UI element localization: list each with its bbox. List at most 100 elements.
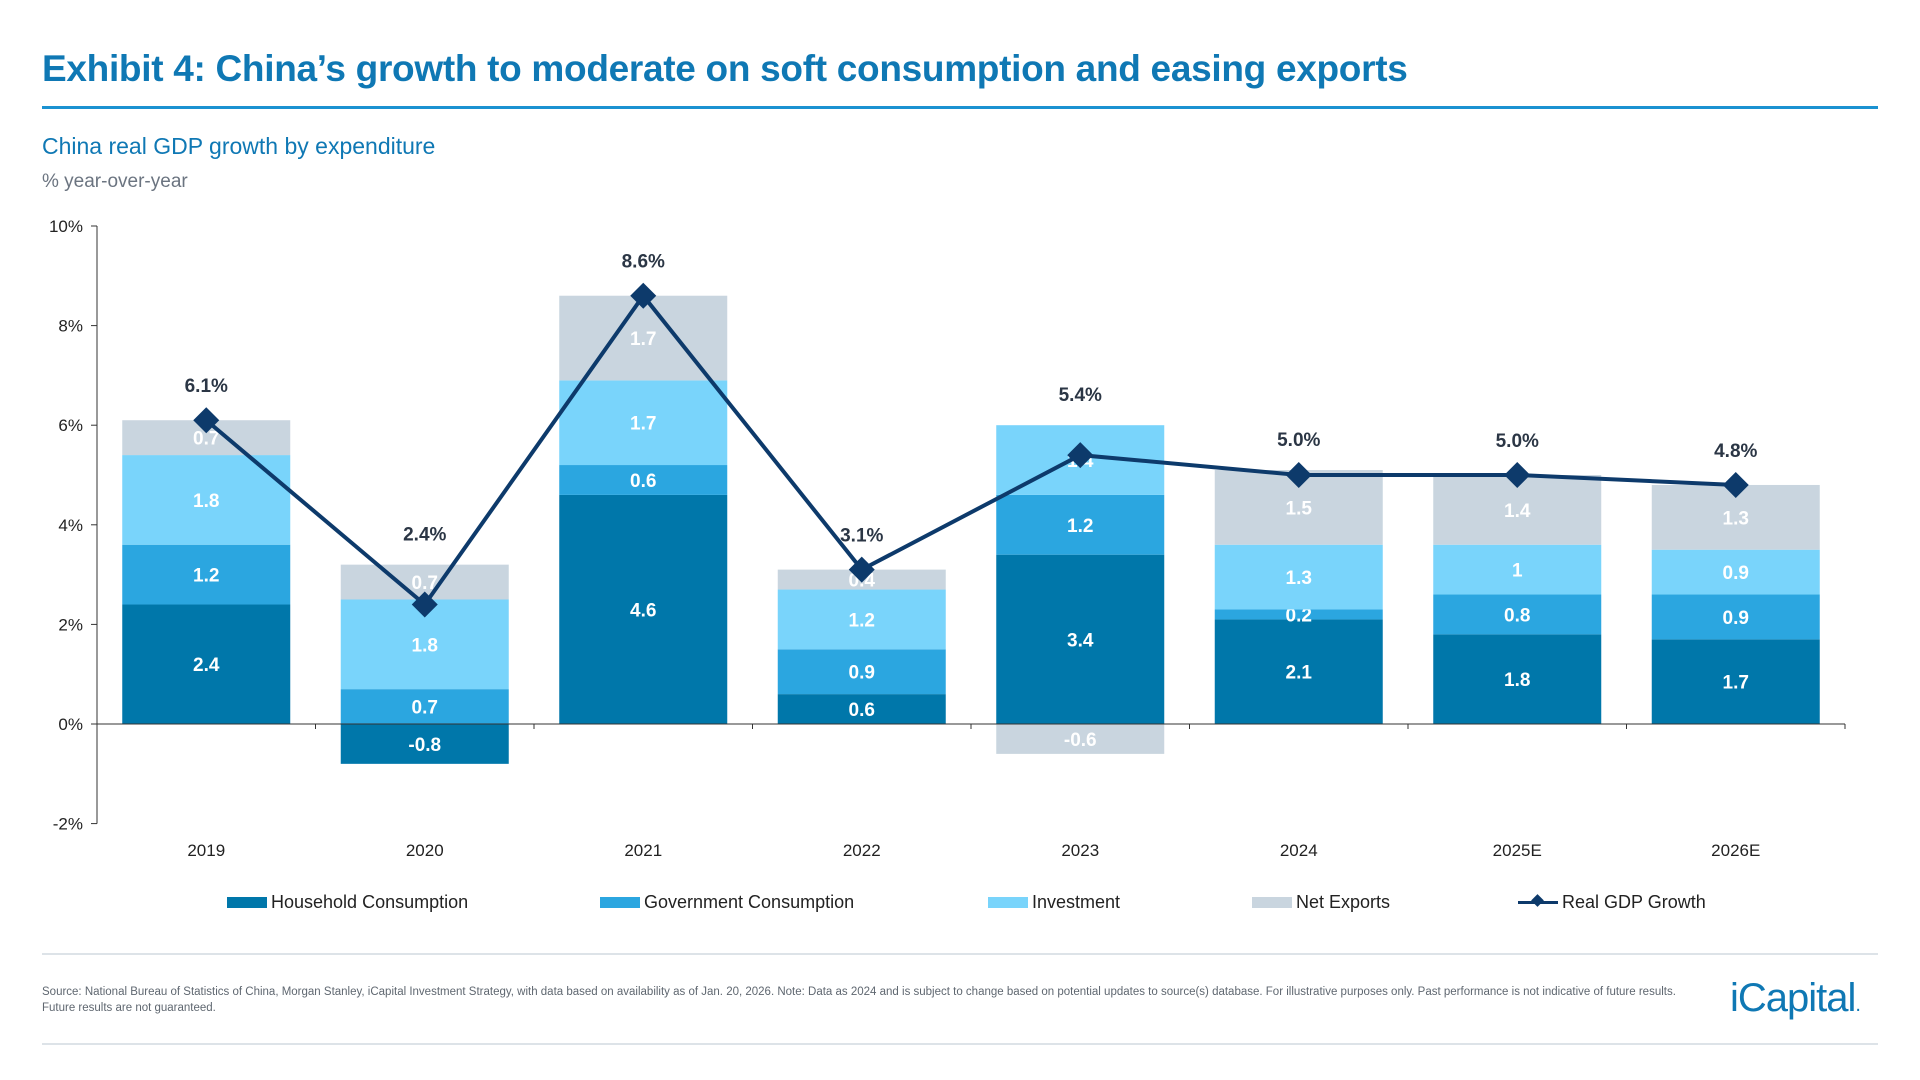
bar-data-label: 1.2 xyxy=(193,566,219,587)
bottom-divider xyxy=(42,1043,1878,1045)
bar-government-consumption xyxy=(777,649,946,695)
footer-divider xyxy=(42,953,1878,955)
title-divider xyxy=(42,106,1878,109)
bar-government-consumption xyxy=(996,494,1165,555)
x-tick-label: 2019 xyxy=(187,841,225,860)
bar-household-consumption xyxy=(122,604,291,724)
x-tick-label: 2023 xyxy=(1061,841,1099,860)
y-tick-label: 2% xyxy=(58,615,83,634)
bar-data-label: 0.7 xyxy=(412,573,438,594)
bar-data-label: 4.6 xyxy=(630,600,656,621)
bar-data-label: -0.6 xyxy=(1064,730,1097,751)
bar-data-label: 1.7 xyxy=(630,329,656,350)
legend-swatch xyxy=(988,897,1028,908)
source-note: Source: National Bureau of Statistics of… xyxy=(42,986,1676,1014)
x-tick-label: 2025E xyxy=(1493,841,1542,860)
x-tick-label: 2026E xyxy=(1711,841,1760,860)
icapital-logo: iCapital. xyxy=(1730,976,1861,1020)
bar-data-label: 1.2 xyxy=(1067,516,1093,537)
bar-data-label: -0.8 xyxy=(408,735,441,756)
legend-item: Real GDP Growth xyxy=(1518,892,1706,913)
bar-government-consumption xyxy=(1214,609,1383,620)
legend-swatch xyxy=(1518,901,1558,904)
chart-title: China real GDP growth by expenditure xyxy=(42,133,436,159)
bar-data-label: 0.2 xyxy=(1286,605,1312,626)
gdp-marker xyxy=(1722,471,1749,498)
x-tick-label: 2021 xyxy=(624,841,662,860)
legend-label: Government Consumption xyxy=(644,892,855,912)
gdp-data-label: 3.1% xyxy=(840,526,883,547)
legend-item: Government Consumption xyxy=(600,892,854,913)
gdp-data-label: 4.8% xyxy=(1714,441,1757,462)
bar-household-consumption xyxy=(340,724,509,764)
bar-data-label: 1.8 xyxy=(412,635,438,656)
bar-investment xyxy=(1214,544,1383,610)
y-tick-label: 4% xyxy=(58,516,83,535)
legend-item: Household Consumption xyxy=(227,892,468,913)
bar-data-label: 1.7 xyxy=(1723,673,1749,694)
gdp-marker xyxy=(1067,442,1094,469)
bar-data-label: 0.6 xyxy=(849,700,875,721)
bar-household-consumption xyxy=(996,554,1165,724)
legend-swatch xyxy=(227,897,267,908)
bar-government-consumption xyxy=(340,689,509,724)
gdp-marker xyxy=(1285,462,1312,488)
gdp-marker xyxy=(1504,462,1531,488)
legend-label: Net Exports xyxy=(1296,892,1391,912)
bar-net-exports xyxy=(996,724,1165,754)
bar-data-label: 0.9 xyxy=(1723,608,1749,629)
bar-data-label: 0.6 xyxy=(630,471,656,492)
page-title: Exhibit 4: China’s growth to moderate on… xyxy=(42,48,1408,89)
gdp-marker xyxy=(193,407,220,434)
bar-data-label: 1.8 xyxy=(193,491,219,512)
legend-swatch xyxy=(600,897,640,908)
bar-government-consumption xyxy=(559,465,728,495)
gdp-data-label: 6.1% xyxy=(185,376,228,397)
y-axis-label: % year-over-year xyxy=(42,171,188,192)
x-tick-label: 2022 xyxy=(843,841,881,860)
bar-data-label: 1.3 xyxy=(1723,508,1749,529)
bar-data-label: 0.7 xyxy=(412,698,438,719)
gdp-marker xyxy=(848,556,875,583)
bar-data-label: 1.2 xyxy=(849,610,875,631)
bar-government-consumption xyxy=(1433,594,1602,635)
bar-data-label: 1.4 xyxy=(1504,501,1531,522)
bar-investment xyxy=(1433,544,1602,595)
bar-data-label: 1.7 xyxy=(630,414,656,435)
bar-data-label: 0.9 xyxy=(849,663,875,684)
bar-government-consumption xyxy=(122,544,291,605)
bar-investment xyxy=(1651,549,1820,595)
bar-data-label: 0.7 xyxy=(193,429,219,450)
gdp-data-label: 2.4% xyxy=(403,525,446,546)
bar-data-label: 2.1 xyxy=(1286,663,1313,684)
bar-data-label: 1.8 xyxy=(1504,670,1530,691)
gdp-data-label: 5.4% xyxy=(1059,385,1102,406)
bar-government-consumption xyxy=(1651,594,1820,640)
legend-swatch xyxy=(1252,897,1292,908)
bar-data-label: 0.9 xyxy=(1723,563,1749,584)
legend-label: Real GDP Growth xyxy=(1562,892,1706,912)
bar-data-label: 1.5 xyxy=(1286,498,1313,519)
legend-label: Investment xyxy=(1032,892,1121,912)
legend: Household Consumption Government Consumpt… xyxy=(0,892,1920,916)
y-tick-label: 8% xyxy=(58,317,83,336)
chart: -2% 0% 2% 4% 6% 8% 10% 2.4 1.2 1.8 0.7 -0.8 0.7 1.8 0.… xyxy=(49,217,1846,860)
bar-household-consumption xyxy=(1651,639,1820,724)
y-tick-label: -2% xyxy=(53,815,83,834)
bar-data-label: 1.3 xyxy=(1286,568,1312,589)
bar-data-label: 0.8 xyxy=(1504,605,1530,626)
y-tick-label: 10% xyxy=(49,217,83,236)
bar-household-consumption xyxy=(777,694,946,724)
bar-data-label: 1 xyxy=(1512,561,1523,582)
bar-data-label: 3.4 xyxy=(1067,630,1094,651)
bar-investment xyxy=(777,589,946,650)
bar-investment xyxy=(559,380,728,466)
x-tick-label: 2024 xyxy=(1280,841,1318,860)
bar-household-consumption xyxy=(1433,634,1602,724)
gdp-line xyxy=(204,292,1736,608)
bar-household-consumption xyxy=(1214,619,1383,724)
x-tick-label: 2020 xyxy=(406,841,444,860)
gdp-data-label: 5.0% xyxy=(1496,431,1539,452)
bar-household-consumption xyxy=(559,494,728,724)
legend-item: Net Exports xyxy=(1252,892,1390,913)
